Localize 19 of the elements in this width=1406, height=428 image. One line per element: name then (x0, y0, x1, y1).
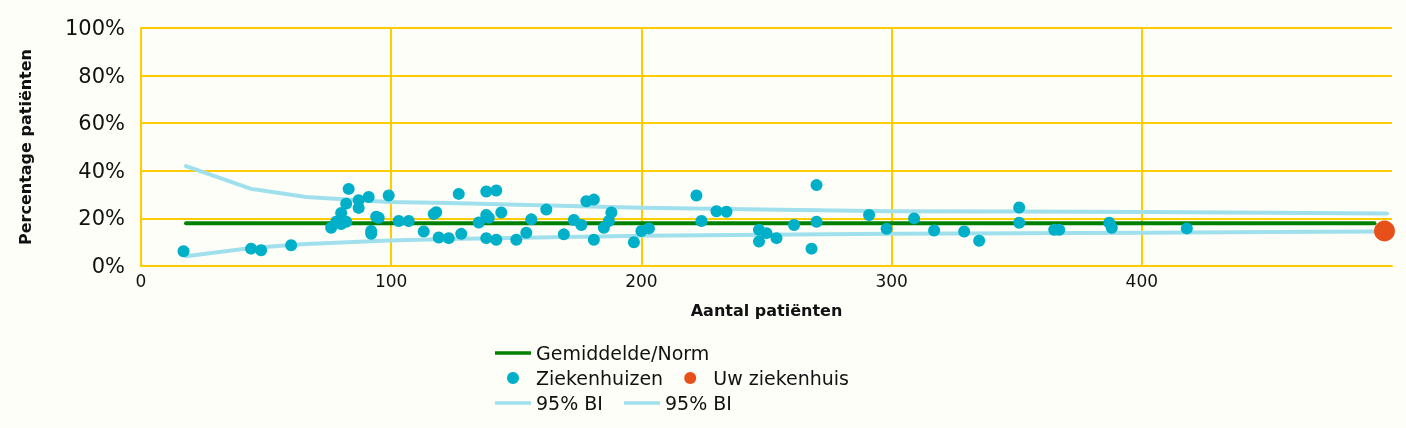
y-tick-label: 80% (78, 63, 125, 88)
legend-label: 95% BI (536, 392, 622, 414)
y-tick-label: 0% (91, 254, 125, 278)
y-axis-title: Percentage patiënten (15, 48, 35, 246)
y-tick-label: 40% (78, 158, 125, 183)
x-tick-label: 300 (875, 270, 908, 291)
line-series (184, 164, 1389, 216)
x-axis-title: Aantal patiënten (690, 300, 843, 320)
y-tick-label: 100% (64, 16, 125, 40)
x-tick-label: 0 (135, 270, 147, 291)
legend-label: Uw ziekenhuis (713, 367, 868, 389)
x-tick-label: 400 (1125, 270, 1159, 291)
y-tick-label: 60% (78, 111, 125, 136)
y-tick-label: 20% (78, 206, 125, 231)
legend-label: Gemiddelde/Norm (536, 342, 728, 364)
legend-label: 95% BI (665, 392, 751, 414)
legend-label: Ziekenhuizen (536, 367, 682, 389)
x-tick-label: 200 (625, 270, 658, 291)
x-tick-label: 100 (374, 270, 408, 291)
